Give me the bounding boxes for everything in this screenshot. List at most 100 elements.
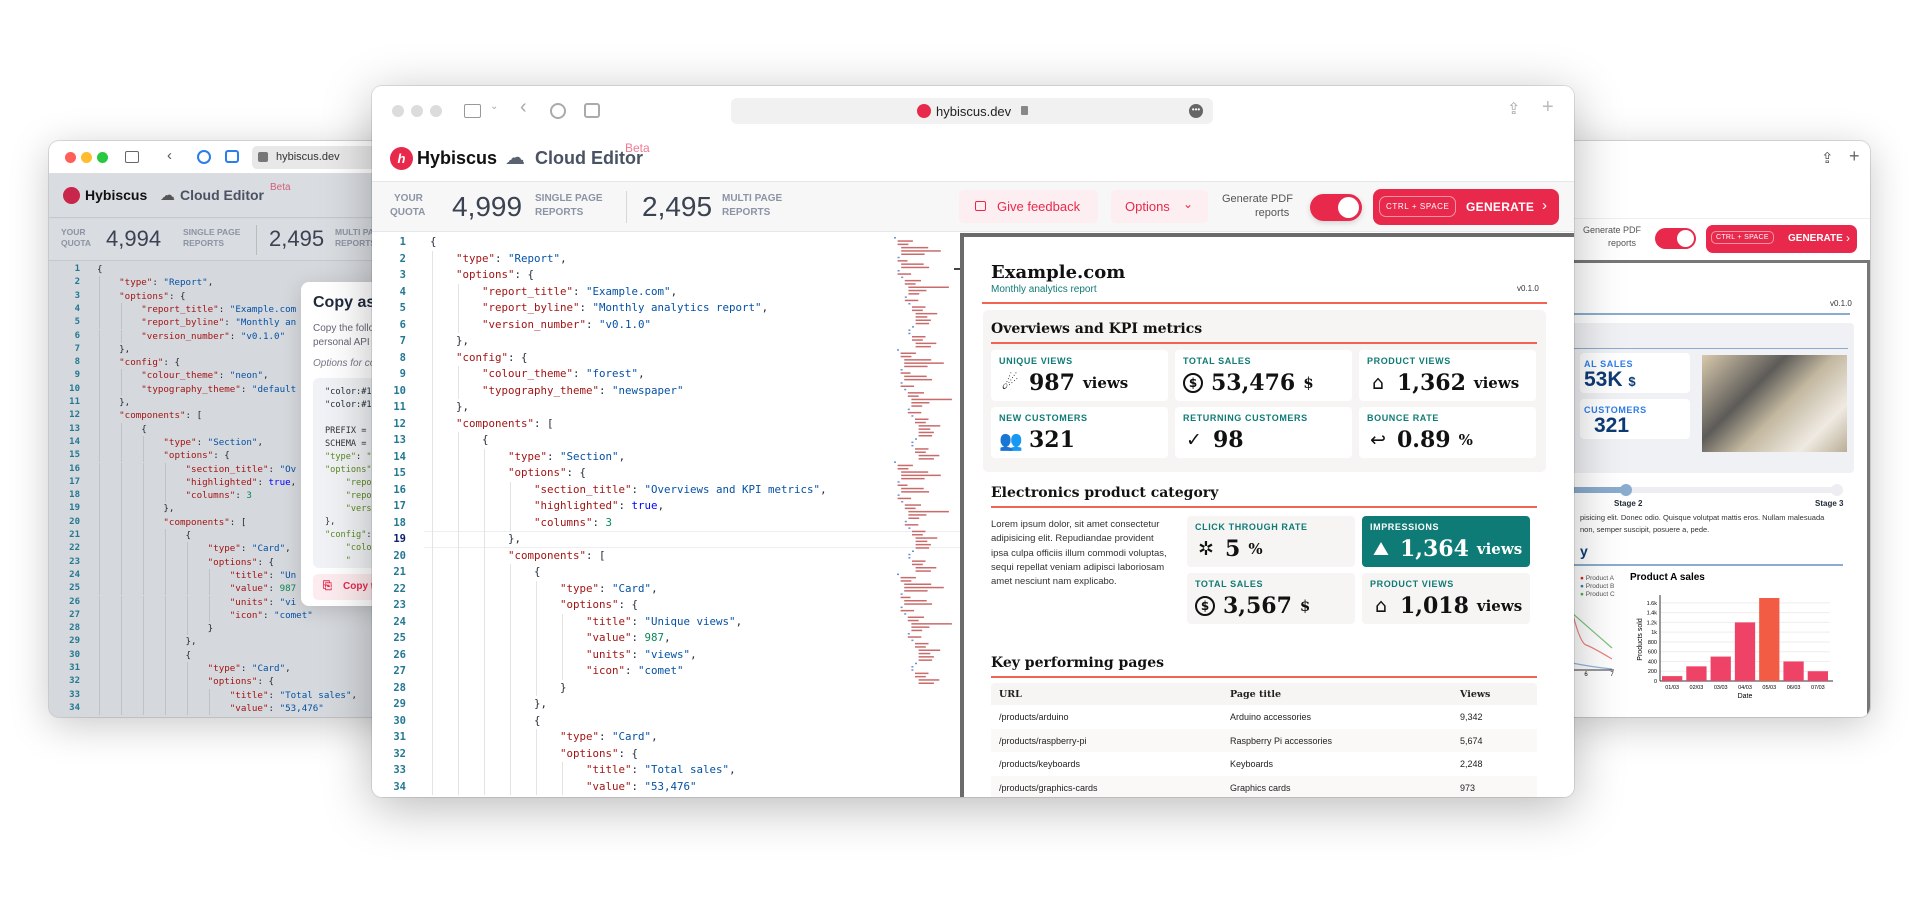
- indent-guide: [209, 595, 210, 609]
- minimap-line: [911, 444, 914, 447]
- table-cell: Raspberry Pi accessories: [1230, 735, 1333, 746]
- kpi-title: Product views: [1370, 579, 1454, 589]
- indent-guide: [121, 302, 122, 317]
- new-tab-icon[interactable]: +: [1849, 146, 1860, 166]
- indent-guide: [562, 613, 563, 630]
- indent-guide: [536, 580, 537, 597]
- indent-guide: [432, 349, 433, 366]
- code-line: }: [430, 680, 567, 694]
- sidebar-icon[interactable]: [464, 104, 481, 118]
- table-cell: /products/raspberry-pi: [999, 735, 1087, 746]
- line-number: 2: [399, 252, 406, 265]
- minimap[interactable]: [892, 233, 956, 797]
- minimap-line: [915, 342, 937, 345]
- minimap-line: [918, 656, 934, 658]
- cloud-icon: ☁: [505, 147, 525, 169]
- line-number: 13: [393, 434, 406, 446]
- kpi-value: 1,364: [1400, 536, 1469, 562]
- line-number: 10: [69, 383, 80, 394]
- sidebar-icon[interactable]: [125, 151, 139, 163]
- pdf-toggle[interactable]: [1655, 228, 1696, 249]
- minimap-line: [907, 392, 924, 394]
- code-line: {: [97, 530, 192, 541]
- indent-guide: [143, 489, 144, 503]
- x-tick-label: 6: [1584, 672, 1588, 678]
- code-line: },: [430, 334, 470, 347]
- indent-guide: [121, 475, 122, 490]
- minimize-window-button[interactable]: [411, 105, 423, 117]
- line-number: 27: [69, 609, 80, 620]
- indent-guide: [562, 778, 563, 795]
- indent-guide: [458, 498, 459, 515]
- generate-button[interactable]: CTRL + SPACE GENERATE ›: [1706, 225, 1857, 253]
- password-manager-icon[interactable]: [550, 103, 566, 119]
- minimap-line: [915, 570, 931, 572]
- report-version: v0.1.0: [1830, 299, 1852, 308]
- minimap-line: [911, 405, 923, 407]
- indent-guide: [458, 465, 459, 482]
- close-window-button[interactable]: [65, 152, 76, 163]
- back-icon[interactable]: ‹: [520, 96, 527, 118]
- minimap-line: [912, 534, 923, 536]
- options-dropdown[interactable]: Options ⌄: [1111, 190, 1208, 223]
- close-tab-icon[interactable]: [258, 152, 268, 162]
- indent-guide: [432, 745, 433, 762]
- pdf-toggle[interactable]: [1310, 194, 1362, 221]
- share-icon[interactable]: ⇪: [1507, 101, 1521, 118]
- minimap-line: [897, 481, 900, 483]
- code-editor[interactable]: 1 {2 "type": "Report", 3 "options": {4 "re…: [49, 262, 729, 717]
- give-feedback-button[interactable]: Give feedback: [959, 190, 1098, 223]
- minimap-line: [904, 296, 907, 298]
- dollar-circle-icon: $: [1195, 596, 1215, 616]
- minimap-line: [904, 359, 932, 361]
- indent-guide: [458, 316, 459, 333]
- password-manager-icon[interactable]: [197, 150, 211, 164]
- pocket-icon[interactable]: [225, 150, 239, 163]
- pocket-icon[interactable]: [584, 103, 600, 118]
- section-title: Key performing pages: [991, 655, 1164, 671]
- maximize-window-button[interactable]: [430, 105, 442, 117]
- code-line: "type": "Report",: [456, 251, 567, 265]
- minimap-line: [904, 375, 927, 378]
- indent-guide: [484, 481, 485, 498]
- line-number: 23: [393, 599, 406, 611]
- back-icon[interactable]: ‹: [167, 147, 172, 164]
- code-line: "type": "Card",: [560, 581, 658, 595]
- generate-button[interactable]: CTRL + SPACE GENERATE ›: [1373, 189, 1559, 225]
- indent-guide: [143, 688, 144, 702]
- code-line: "config": {: [119, 357, 181, 369]
- share-icon[interactable]: ⇪: [1821, 150, 1834, 167]
- close-window-button[interactable]: [392, 105, 404, 117]
- line-number: 15: [393, 467, 406, 479]
- minimap-line: [912, 550, 914, 552]
- line-chart-legend: ● Product A ● Product B ● Product C: [1580, 575, 1615, 599]
- bar: [1759, 598, 1780, 681]
- indent-guide: [432, 663, 433, 680]
- code-line: },: [97, 636, 197, 648]
- feedback-label: Give feedback: [997, 199, 1081, 214]
- more-options-icon[interactable]: •••: [1189, 104, 1203, 118]
- minimap-line: [897, 243, 909, 246]
- code-line: "options": {: [508, 466, 587, 479]
- chevron-down-icon[interactable]: ⌄: [490, 101, 499, 112]
- minimap-line: [918, 454, 940, 457]
- indent-guide: [458, 382, 459, 399]
- line-number: 3: [74, 290, 80, 301]
- code-editor[interactable]: 1 {2 "type": "Report", 3 "options": {4 "re…: [372, 233, 960, 797]
- indent-guide: [510, 580, 511, 597]
- code-line: "type": "Card",: [207, 543, 291, 555]
- code-line: "options": {: [207, 556, 275, 568]
- kpi-card: Returning customers ✓ 98: [1175, 407, 1352, 458]
- minimap-line: [911, 415, 914, 417]
- code-line: "type": "Card",: [207, 663, 291, 674]
- maximize-window-button[interactable]: [97, 152, 108, 163]
- kpi-value: 321: [1029, 427, 1075, 453]
- minimap-scrollbar[interactable]: [954, 268, 960, 270]
- minimize-window-button[interactable]: [81, 152, 92, 163]
- code-line: "icon": "comet": [229, 609, 313, 621]
- indent-guide: [99, 608, 100, 623]
- address-bar[interactable]: hybiscus.dev •••: [731, 98, 1213, 124]
- pdf-label: Generate PDF: [1222, 193, 1293, 205]
- new-tab-icon[interactable]: +: [1542, 96, 1554, 118]
- kpi-value: 98: [1213, 427, 1244, 453]
